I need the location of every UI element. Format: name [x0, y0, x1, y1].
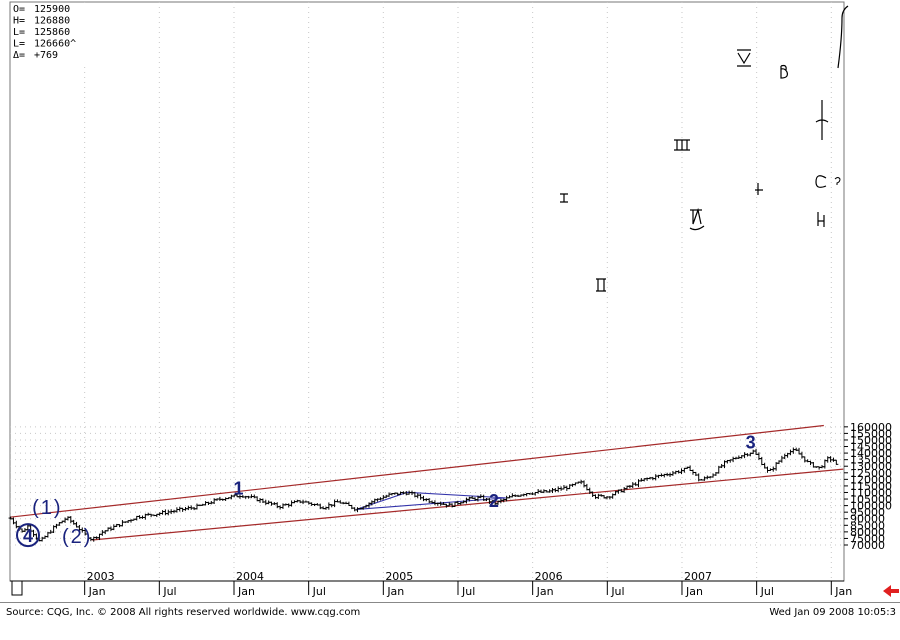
x-year-label: 2007: [684, 570, 712, 583]
x-year-label: 2003: [87, 570, 115, 583]
plot-area: [9, 1, 845, 582]
ohlc-row: L= 126660^: [13, 39, 76, 50]
wave-4-circle: [16, 523, 40, 548]
y-tick-label: 75000: [850, 532, 885, 545]
scroll-box[interactable]: [11, 580, 23, 596]
x-year-label: 2004: [236, 570, 264, 583]
triangle-pattern: [356, 491, 506, 510]
price-bars: [8, 447, 839, 542]
upper-channel-line: [9, 424, 824, 518]
y-tick-label: 145000: [850, 441, 892, 454]
triangle-outline: [356, 491, 506, 510]
y-tick-label: 105000: [850, 493, 892, 506]
wave-labels: 1 2 3 (1)(2) 4: [16, 432, 756, 548]
wave-label: 4: [23, 526, 33, 546]
status-bar: Source: CQG, Inc. © 2008 All rights rese…: [0, 602, 900, 625]
y-tick-label: 85000: [850, 519, 885, 532]
wave-label: (1): [32, 497, 62, 519]
handwritten-annotations: [560, 5, 849, 292]
time-axis: Jan 2003 Jul Jan 2004 Jul Jan 2005 Jul Jan 2006 Jul…: [10, 570, 852, 598]
y-tick-label: 80000: [850, 526, 885, 539]
ohlc-row: H= 126880: [13, 16, 70, 27]
channel-lines: [9, 424, 844, 541]
x-month-label: Jul: [610, 585, 624, 598]
ohlc-bg: [11, 3, 89, 65]
x-month-label: Jul: [162, 585, 176, 598]
price-bar: [834, 459, 839, 465]
wave-label: 2: [489, 491, 499, 511]
x-month-label: Jul: [312, 585, 326, 598]
price-axis: 7000075000800008500090000950001000001050…: [844, 421, 892, 552]
x-month-label: Jul: [760, 585, 774, 598]
ohlc-row: O= 125900: [13, 4, 70, 15]
y-tick-label: 110000: [850, 486, 892, 499]
y-tick-label: 125000: [850, 467, 892, 480]
ohlc-row: L= 125860: [13, 27, 70, 38]
y-tick-label: 150000: [850, 434, 892, 447]
y-tick-label: 160000: [850, 421, 892, 434]
x-month-label: Jan: [88, 585, 106, 598]
x-year-label: 2006: [535, 570, 563, 583]
y-tick-label: 95000: [850, 506, 885, 519]
y-tick-label: 100000: [850, 500, 892, 513]
wave-label: 1: [233, 478, 243, 498]
ohlc-row: Δ= +769: [13, 50, 58, 61]
x-month-label: Jan: [685, 585, 703, 598]
y-tick-label: 90000: [850, 513, 885, 526]
x-month-label: Jan: [386, 585, 404, 598]
x-month-label: Jan: [237, 585, 255, 598]
x-year-label: 2005: [385, 570, 413, 583]
wave-label: 3: [746, 432, 756, 452]
arrow-left-icon[interactable]: [883, 585, 899, 597]
x-month-label: Jul: [461, 585, 475, 598]
x-month-label: Jan: [536, 585, 554, 598]
lower-channel-line: [92, 468, 844, 541]
wave-label: (2): [62, 526, 92, 548]
y-tick-label: 155000: [850, 427, 892, 440]
y-tick-label: 130000: [850, 460, 892, 473]
timestamp: Wed Jan 09 2008 10:05:3: [769, 607, 896, 618]
y-tick-label: 140000: [850, 447, 892, 460]
y-tick-label: 115000: [850, 480, 892, 493]
x-month-label: Jan: [834, 585, 852, 598]
y-tick-label: 70000: [850, 539, 885, 552]
source-credit: Source: CQG, Inc. © 2008 All rights rese…: [6, 607, 361, 618]
y-tick-label: 120000: [850, 473, 892, 486]
y-tick-label: 135000: [850, 454, 892, 467]
horizontal-gridlines: [10, 426, 844, 546]
